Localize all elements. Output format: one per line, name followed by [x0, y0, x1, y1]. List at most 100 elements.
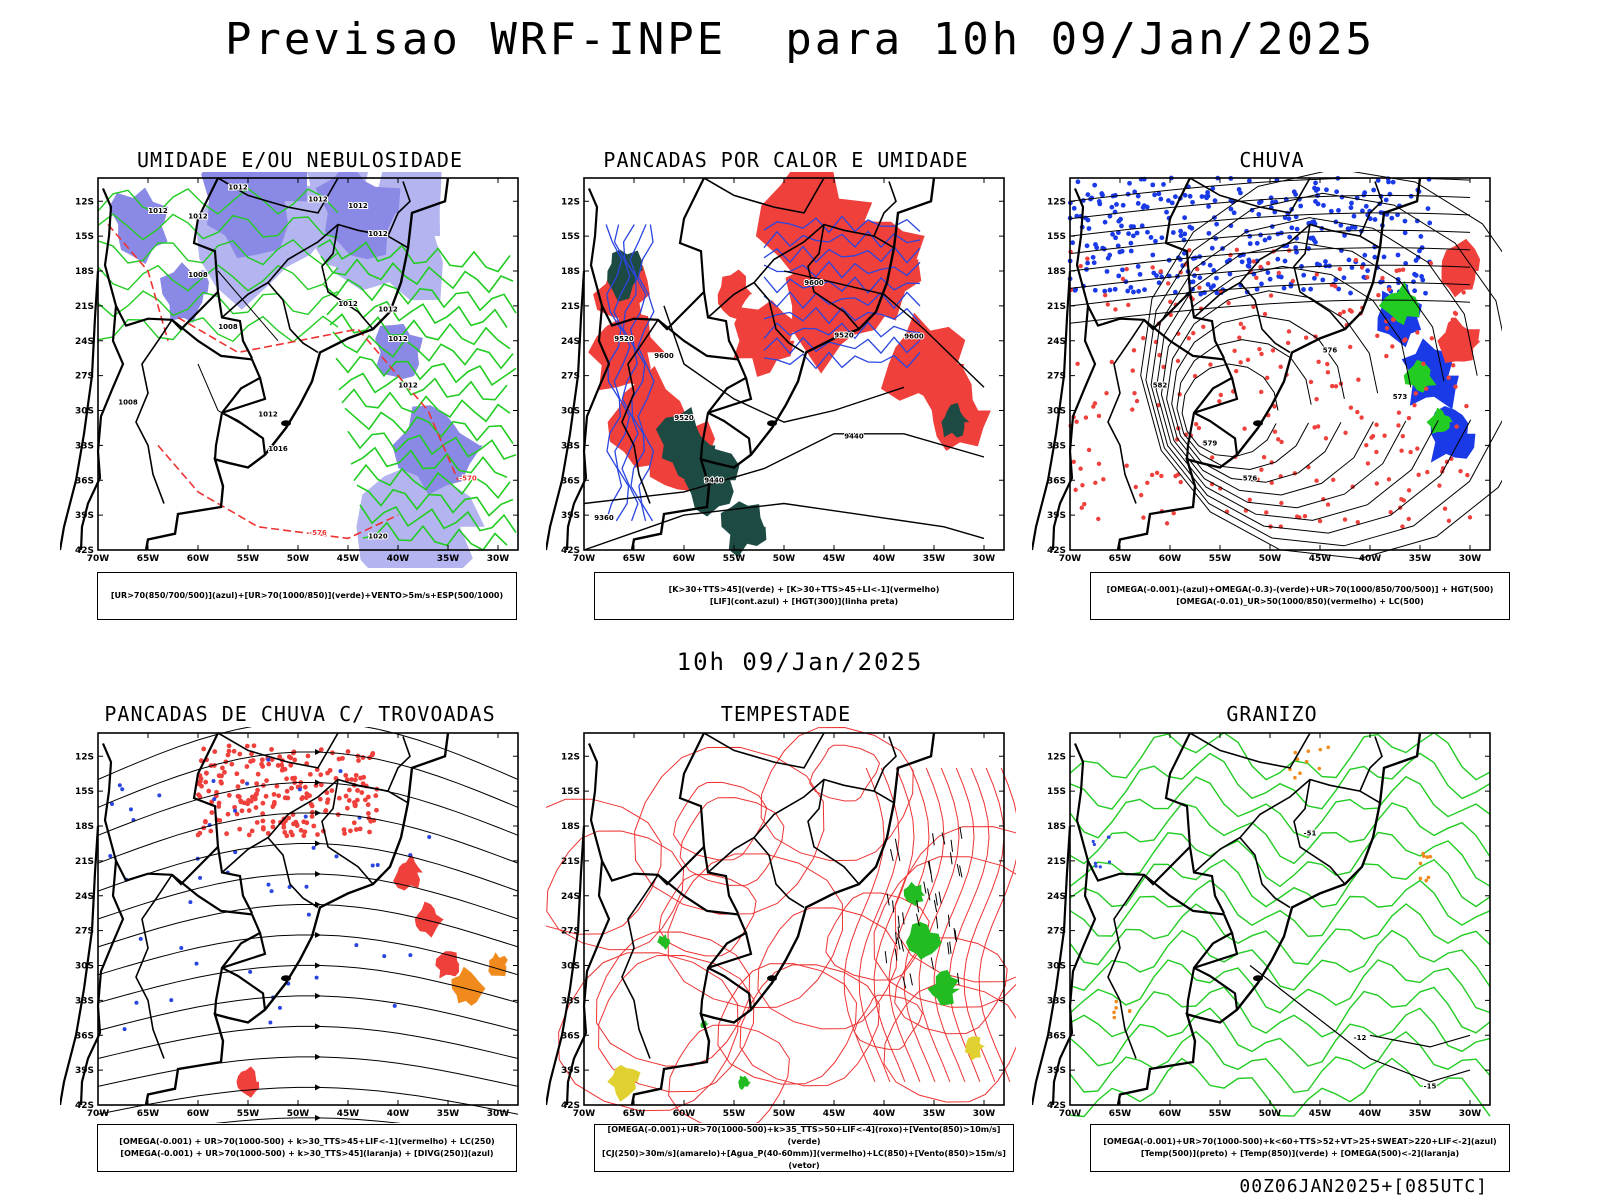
rain-red — [1451, 363, 1456, 368]
map-geography — [1032, 177, 1422, 551]
political-border — [707, 778, 895, 874]
omega-orange — [1306, 749, 1311, 753]
low-level-humidity-contour — [317, 238, 511, 273]
thunder-red — [286, 815, 292, 821]
rain-red — [1261, 454, 1267, 460]
rain-blue — [1346, 257, 1352, 263]
thunder-red — [198, 758, 204, 764]
isobar-label: 1012 — [398, 381, 418, 389]
thunder-red — [254, 820, 260, 825]
rain-red — [1259, 467, 1264, 472]
political-border — [221, 932, 267, 969]
rain-blue — [1214, 290, 1220, 296]
middle-forecast-time: 10h 09/Jan/2025 — [676, 648, 924, 676]
wind850-green — [903, 881, 925, 907]
divergence-blue — [128, 807, 133, 812]
rain-red — [1343, 430, 1348, 435]
lif-contour — [763, 321, 921, 340]
rain-red — [1161, 364, 1166, 370]
rain-red — [1124, 463, 1129, 468]
rain-blue — [1289, 225, 1295, 231]
streamline-arrow — [315, 810, 321, 817]
hgt500-contour — [1069, 247, 1471, 272]
rain-red — [1138, 492, 1144, 498]
rain-blue — [1239, 259, 1245, 265]
rain-red — [1195, 267, 1200, 272]
rain-blue — [1204, 195, 1210, 201]
rain-blue — [1281, 285, 1287, 291]
thunder-red — [288, 755, 294, 761]
low-level-humidity-contour — [97, 187, 339, 215]
thunder-red — [285, 795, 291, 801]
rain-blue — [1349, 265, 1355, 270]
low-level-humidity-contour — [353, 463, 511, 500]
streamline-arrow — [315, 931, 321, 938]
omega-orange — [1421, 854, 1426, 858]
hail-blue — [1092, 842, 1096, 847]
rain-blue — [1198, 291, 1204, 297]
rain-blue — [1101, 246, 1107, 252]
panel-title-tempestade: TEMPESTADE — [720, 702, 852, 726]
heat-humidity-dark — [720, 501, 767, 558]
thunder-red — [250, 758, 256, 763]
rain-blue — [1135, 264, 1141, 269]
rain-blue — [1131, 289, 1136, 295]
thunder-red — [329, 788, 335, 794]
thunder-red — [280, 766, 286, 772]
rain-red — [1120, 276, 1126, 282]
streamline-lc500 — [1140, 172, 1502, 560]
thunder-red — [249, 828, 255, 834]
lat-tick-label: 33S — [561, 996, 580, 1006]
rain-red — [1337, 266, 1343, 272]
rain-blue — [1338, 222, 1344, 228]
rain-blue — [1298, 203, 1304, 209]
political-border — [1051, 860, 1097, 1106]
streamline-lc500 — [1171, 314, 1345, 483]
political-border — [79, 860, 125, 1106]
isobar-label: 1012 — [368, 230, 388, 238]
rain-blue — [1104, 269, 1110, 274]
political-border — [1193, 966, 1239, 1010]
thunder-red — [209, 810, 215, 815]
lon-tick-label: 70W — [1059, 1109, 1082, 1119]
rain-red — [1232, 348, 1237, 353]
rain-red — [1399, 448, 1404, 453]
coastline-west — [1032, 270, 1072, 551]
thunder-red — [234, 811, 240, 817]
thunder-red — [201, 746, 207, 752]
thunder-red — [238, 799, 244, 805]
lon-tick-label: 70W — [573, 1109, 596, 1119]
lat-tick-label: 24S — [561, 892, 580, 902]
political-border — [221, 411, 267, 455]
precipitable-water-contour — [918, 767, 960, 1082]
lat-tick-label: 33S — [1047, 996, 1066, 1006]
low-level-humidity-contour — [332, 331, 514, 370]
rain-red — [1323, 436, 1329, 441]
rain-blue — [1313, 180, 1318, 186]
rain-red — [1091, 404, 1096, 409]
rain-red — [1437, 317, 1481, 363]
thunder-red — [202, 818, 208, 824]
thunder-red — [304, 820, 310, 826]
legend-line: [OMEGA(-0.001) + UR>70(1000-500) + k>30_… — [120, 1149, 494, 1158]
rain-red — [1218, 392, 1224, 398]
thunder-red — [209, 799, 215, 805]
rain-blue — [1192, 273, 1197, 279]
streamline-arrow — [315, 1053, 321, 1060]
lon-tick-label: 55W — [1209, 1109, 1232, 1119]
rain-blue — [1228, 206, 1234, 212]
rain-blue — [1231, 210, 1237, 216]
rain-blue — [1134, 230, 1140, 236]
rain-red — [1386, 477, 1392, 482]
lat-tick-label: 18S — [75, 267, 94, 277]
legend-line: [K>30+TTS>45](verde) + [K>30+TTS>45+LI<-… — [668, 585, 940, 594]
rain-red — [1217, 399, 1222, 404]
divergence-blue — [157, 793, 162, 798]
rain-red — [1201, 440, 1207, 446]
rain-red — [1303, 335, 1309, 340]
legend-umidade: [UR>70(850/700/500)](azul)+[UR>70(1000/8… — [97, 572, 517, 620]
isobar-label: -576 — [309, 529, 327, 537]
rain-red — [1254, 275, 1259, 280]
rain-red — [1416, 472, 1421, 478]
lon-tick-label: 35W — [1409, 1109, 1432, 1119]
